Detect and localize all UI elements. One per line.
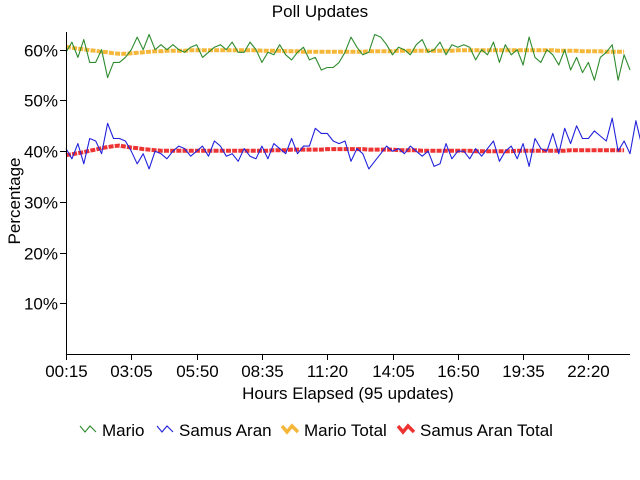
y-axis-label: Percentage [5, 158, 24, 245]
chart-legend: Mario Samus Aran Mario Total Samus Aran Tot… [79, 421, 553, 440]
x-tick-label: 22:20 [567, 362, 610, 381]
chart-title: Poll Updates [272, 2, 368, 21]
x-tick-label: 03:05 [110, 362, 153, 381]
x-tick-label: 14:05 [372, 362, 415, 381]
series-line-samus-aran-total [65, 143, 625, 158]
plot-series-group [65, 33, 640, 170]
legend-label: Samus Aran [179, 421, 272, 440]
x-tick-label: 08:35 [241, 362, 284, 381]
legend-label: Samus Aran Total [420, 421, 553, 440]
y-tick-label: 20% [24, 245, 58, 264]
legend-swatch [396, 423, 416, 435]
x-tick-label: 00:15 [45, 362, 88, 381]
legend-swatch [156, 425, 174, 433]
y-tick-label: 60% [24, 42, 58, 61]
y-tick-label: 50% [24, 92, 58, 111]
legend-label: Mario [102, 421, 145, 440]
y-tick-label: 10% [24, 295, 58, 314]
y-tick-label: 40% [24, 143, 58, 162]
x-axis-ticks: 00:15 03:05 05:50 08:35 11:20 14:05 16:50 19:35… [45, 354, 610, 381]
series-line-samus-aran [65, 117, 640, 170]
y-axis-ticks: 10% 20% 30% 40% 50% 60% [24, 42, 66, 314]
x-tick-label: 05:50 [176, 362, 219, 381]
legend-swatch [79, 425, 97, 433]
y-tick-label: 30% [24, 194, 58, 213]
x-tick-label: 11:20 [307, 362, 348, 381]
x-tick-label: 16:50 [437, 362, 480, 381]
x-axis-label: Hours Elapsed (95 updates) [242, 384, 454, 403]
legend-swatch [280, 423, 300, 435]
series-line-mario [65, 33, 631, 81]
legend-label: Mario Total [304, 421, 387, 440]
x-tick-label: 19:35 [502, 362, 545, 381]
